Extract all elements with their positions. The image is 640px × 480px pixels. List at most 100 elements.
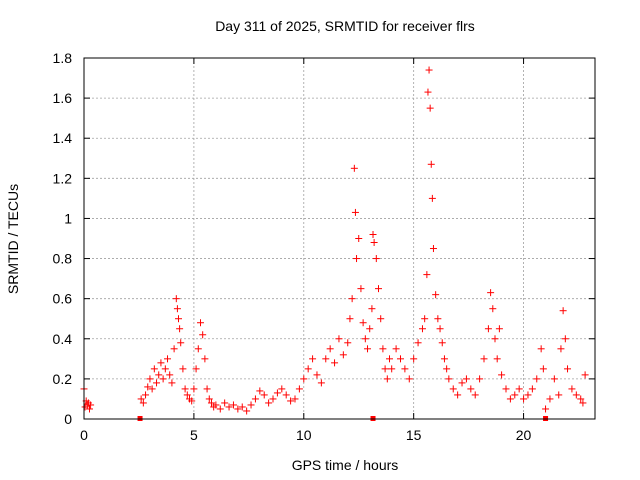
data-point: [155, 371, 163, 379]
x-tick-label: 5: [190, 427, 198, 443]
data-point: [194, 345, 202, 353]
data-point: [476, 375, 484, 383]
data-point: [542, 405, 550, 413]
y-tick-label: 0.6: [53, 291, 73, 307]
data-point: [243, 407, 251, 415]
data-point: [502, 385, 510, 393]
x-tick-label: 20: [516, 427, 532, 443]
data-point: [386, 355, 394, 363]
data-point: [166, 371, 174, 379]
data-point: [489, 305, 497, 313]
data-point: [212, 401, 220, 409]
data-point: [577, 395, 585, 403]
data-point: [427, 160, 435, 168]
data-point: [144, 383, 152, 391]
chart-title: Day 311 of 2025, SRMTID for receiver flr…: [215, 18, 475, 34]
data-point: [331, 359, 339, 367]
data-point: [471, 391, 479, 399]
data-point: [401, 365, 409, 373]
data-point: [550, 375, 558, 383]
data-point: [434, 315, 442, 323]
data-point: [265, 399, 273, 407]
data-point: [199, 331, 207, 339]
data-point: [150, 365, 158, 373]
data-point: [179, 365, 187, 373]
data-point: [205, 395, 213, 403]
data-point: [175, 315, 183, 323]
data-point: [361, 335, 369, 343]
data-point: [449, 385, 457, 393]
data-point: [278, 385, 286, 393]
data-point: [317, 379, 325, 387]
data-point: [498, 371, 506, 379]
data-point: [350, 164, 358, 172]
data-point: [353, 255, 361, 263]
data-point: [410, 355, 418, 363]
data-point: [322, 355, 330, 363]
plot-frame: [83, 57, 596, 420]
data-point: [388, 365, 396, 373]
data-point: [346, 315, 354, 323]
data-point: [579, 399, 587, 407]
data-point: [203, 385, 211, 393]
y-tick-label: 1.8: [53, 50, 73, 66]
x-tick-label: 0: [80, 427, 88, 443]
data-point: [273, 389, 281, 397]
data-point: [348, 295, 356, 303]
data-point: [381, 365, 389, 373]
data-point: [546, 395, 554, 403]
data-point: [557, 345, 565, 353]
data-point: [181, 385, 189, 393]
data-point: [207, 399, 215, 407]
data-point: [85, 405, 93, 413]
data-point: [520, 395, 528, 403]
y-tick-label: 1.4: [53, 130, 73, 146]
data-point: [572, 391, 580, 399]
data-point: [164, 355, 172, 363]
data-point: [480, 355, 488, 363]
data-point: [260, 391, 268, 399]
data-point: [491, 335, 499, 343]
x-tick-label: 10: [296, 427, 312, 443]
data-point: [524, 391, 532, 399]
data-point: [326, 345, 334, 353]
data-point: [159, 375, 167, 383]
data-point: [344, 339, 352, 347]
data-point: [351, 208, 359, 216]
data-point: [377, 315, 385, 323]
data-point: [137, 395, 145, 403]
data-point: [555, 391, 563, 399]
data-point: [445, 375, 453, 383]
data-point: [366, 325, 374, 333]
data-point: [229, 401, 237, 409]
data-point: [506, 395, 514, 403]
data-point: [396, 355, 404, 363]
data-point: [168, 379, 176, 387]
data-point: [148, 385, 156, 393]
data-point: [375, 285, 383, 293]
y-tick-label: 1.6: [53, 90, 73, 106]
data-point: [559, 307, 567, 315]
data-point: [537, 345, 545, 353]
data-point: [484, 325, 492, 333]
data-point: [173, 305, 181, 313]
y-axis-label: SRMTID / TECUs: [5, 184, 21, 294]
data-point: [251, 395, 259, 403]
data-point: [269, 395, 277, 403]
data-point: [295, 385, 303, 393]
data-point: [568, 385, 576, 393]
data-point: [364, 345, 372, 353]
data-point: [539, 365, 547, 373]
data-point: [533, 375, 541, 383]
data-point: [256, 387, 264, 395]
data-point: [454, 391, 462, 399]
data-point: [424, 88, 432, 96]
data-point: [291, 395, 299, 403]
data-point: [432, 291, 440, 299]
data-point: [487, 289, 495, 297]
x-tick-label: 15: [406, 427, 422, 443]
data-point: [234, 405, 242, 413]
data-point: [300, 375, 308, 383]
data-point: [216, 405, 224, 413]
data-point: [425, 66, 433, 74]
